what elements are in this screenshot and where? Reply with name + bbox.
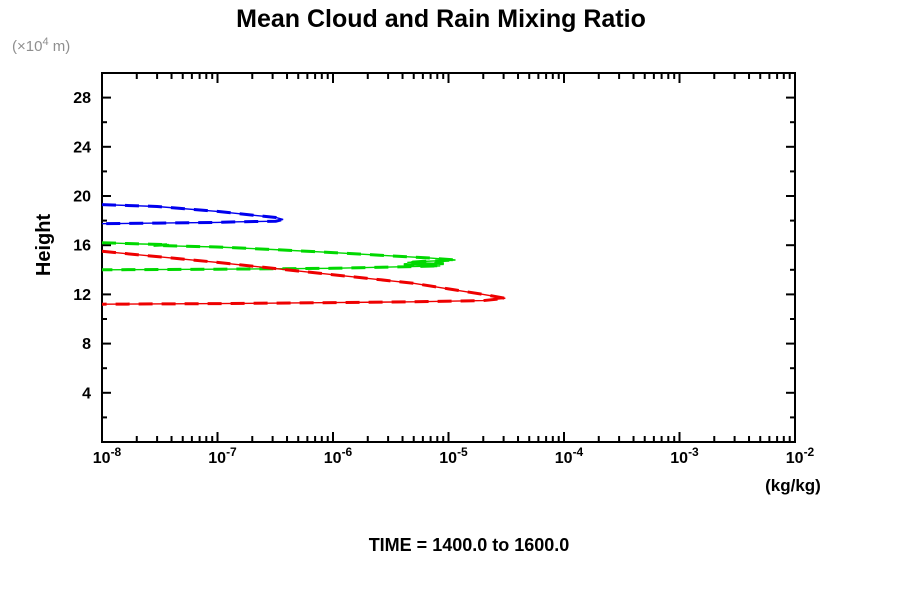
x-tick-exponent: -7 [226,445,237,459]
x-axis-tick-label: 10-7 [208,445,237,467]
y-axis-tick-label: 28 [73,90,91,107]
x-tick-base: 10 [324,450,342,467]
x-tick-exponent: -8 [111,445,122,459]
x-tick-base: 10 [786,450,804,467]
series-blue-dash-overlay [101,203,284,226]
y-axis-tick-label: 12 [73,287,91,304]
x-tick-exponent: -3 [688,445,699,459]
time-range-label: TIME = 1400.0 to 1600.0 [369,535,570,555]
x-tick-base: 10 [555,450,573,467]
y-axis-unit-exponent: 4 [42,36,48,48]
y-axis-unit-prefix: (×10 [12,38,42,55]
x-axis-tick-label: 10-2 [786,445,815,467]
x-tick-base: 10 [93,450,111,467]
x-axis-tick-label: 10-4 [555,445,584,467]
x-axis-tick-label: 10-3 [670,445,699,467]
x-tick-base: 10 [670,450,688,467]
series-red-dash-overlay [101,249,506,306]
x-tick-exponent: -5 [457,445,468,459]
y-axis-unit-label: (×104 m) [12,36,70,55]
x-axis-tick-label: 10-6 [324,445,353,467]
plot-frame [101,72,796,443]
series-green-dash-overlay [101,241,456,272]
x-axis-tick-label: 10-8 [93,445,122,467]
chart-title: Mean Cloud and Rain Mixing Ratio [236,5,646,33]
y-axis-unit-suffix: m) [49,38,71,55]
x-axis-unit-label: (kg/kg) [765,476,821,495]
x-axis-tick-label: 10-5 [439,445,468,467]
y-axis-title: Height [33,214,55,277]
y-axis-tick-label: 24 [73,139,91,156]
x-tick-base: 10 [208,450,226,467]
x-tick-exponent: -2 [804,445,815,459]
y-axis-tick-label: 8 [82,336,91,353]
y-axis-tick-label: 20 [73,189,91,206]
y-axis-tick-label: 16 [73,238,91,255]
x-tick-exponent: -6 [342,445,353,459]
y-axis-tick-label: 4 [82,385,91,402]
x-tick-base: 10 [439,450,457,467]
x-tick-exponent: -4 [573,445,584,459]
